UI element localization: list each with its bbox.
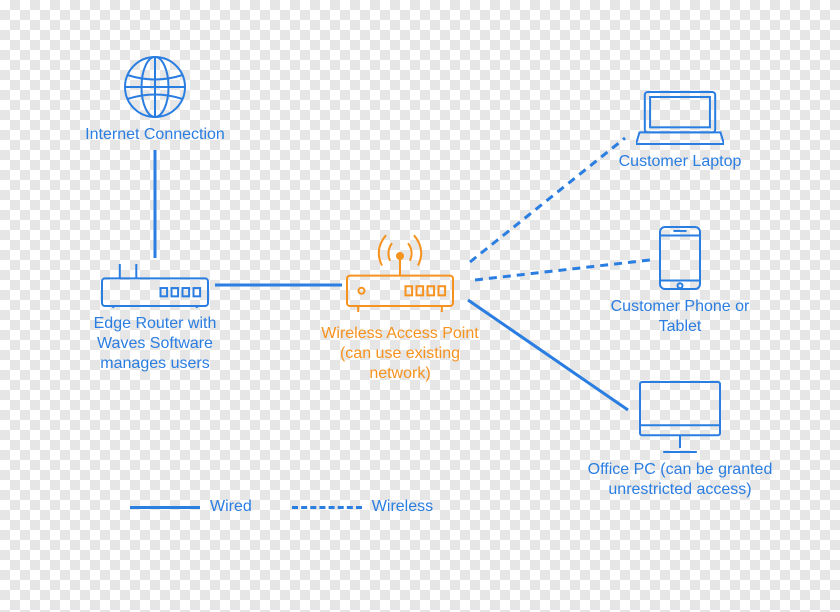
node-pc: Office PC (can be granted unrestricted a… — [585, 380, 775, 500]
globe-icon — [70, 55, 240, 119]
legend-swatch-dashed — [292, 506, 362, 509]
node-pc-label: Office PC (can be granted unrestricted a… — [585, 460, 775, 500]
node-phone-label: Customer Phone or Tablet — [595, 297, 765, 337]
node-router-label: Edge Router with Waves Software manages … — [70, 314, 240, 374]
legend-label: Wired — [210, 498, 252, 516]
node-internet: Internet Connection — [70, 55, 240, 145]
node-laptop-label: Customer Laptop — [595, 152, 765, 172]
router-icon — [70, 262, 240, 308]
node-phone: Customer Phone or Tablet — [595, 225, 765, 337]
node-laptop: Customer Laptop — [595, 90, 765, 172]
laptop-icon — [595, 90, 765, 146]
phone-icon — [595, 225, 765, 291]
monitor-icon — [585, 380, 775, 454]
legend: Wired Wireless — [130, 498, 433, 516]
wap-icon — [315, 232, 485, 318]
legend-item-wireless: Wireless — [292, 498, 433, 516]
node-router: Edge Router with Waves Software manages … — [70, 262, 240, 374]
legend-item-wired: Wired — [130, 498, 252, 516]
legend-label: Wireless — [372, 498, 433, 516]
node-wap-label: Wireless Access Point (can use existing … — [315, 324, 485, 384]
node-wap: Wireless Access Point (can use existing … — [315, 232, 485, 384]
node-internet-label: Internet Connection — [70, 125, 240, 145]
legend-swatch-solid — [130, 506, 200, 509]
